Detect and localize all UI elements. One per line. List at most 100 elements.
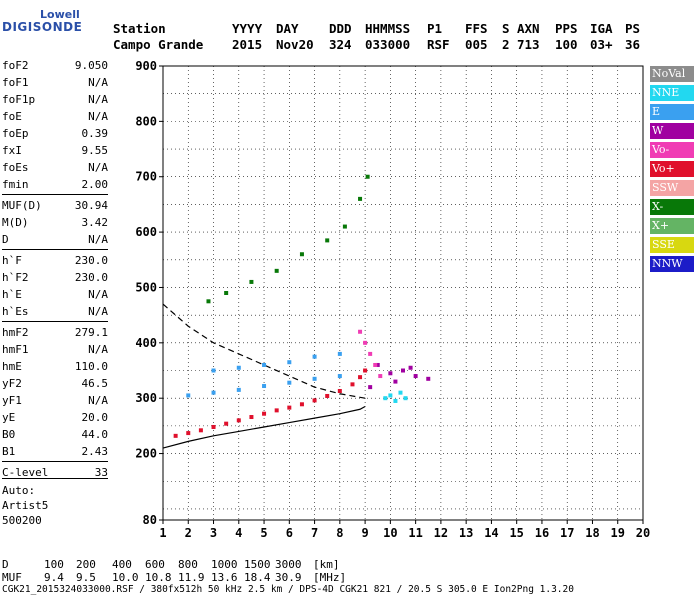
data-point-w [393,379,398,384]
param-row: foEs N/A [2,161,108,175]
param-value: 3.42 [81,216,109,229]
data-point-vo- [173,433,178,438]
row1-6: FFS [465,21,488,36]
param-row: yF2 46.5 [2,377,108,391]
data-point-vo- [363,340,368,345]
data-point-vo- [337,388,342,393]
param-value: 30.94 [74,199,108,212]
param-value: 9.050 [74,59,108,72]
data-point-x- [249,279,254,284]
x-tick-label: 13 [459,526,473,540]
x-tick-label: 7 [311,526,318,540]
row2-6: 005 [465,37,488,52]
param-row: MUF(D) 30.94 [2,199,108,213]
param-row: C-level 33 [2,466,108,480]
param-label: fmin [2,178,29,191]
param-value: N/A [88,288,108,301]
param-label: B0 [2,428,16,441]
param-row: foF1 N/A [2,76,108,90]
row2-8: 713 [517,37,540,52]
param-label: h`Es [2,305,29,318]
param-value: N/A [88,110,108,123]
param-label: foEp [2,127,29,140]
param-value: 9.55 [81,144,109,157]
row1-4: HHMMSS [365,21,411,36]
y-tick-label: 400 [135,336,157,350]
data-point-x- [224,291,229,295]
param-value: 2.43 [81,445,109,458]
data-point-x- [299,252,304,257]
param-label: h`F2 [2,271,29,284]
logo-digisonde: DIGISONDE [2,20,83,34]
legend-item: Vo+ [650,161,694,177]
row1-10: IGA [590,21,613,36]
muf-value: 11.9 [178,571,205,584]
data-point-vo- [363,368,368,373]
param-row: h`Es N/A [2,305,108,319]
x-tick-label: 5 [260,526,267,540]
param-row: h`F2 230.0 [2,271,108,285]
data-point-vo- [186,431,191,436]
param-row: B0 44.0 [2,428,108,442]
param-value: N/A [88,233,108,246]
data-point-w [388,371,393,376]
param-label: C-level [2,466,49,479]
param-row: D N/A [2,233,108,247]
param-label: yF2 [2,377,22,390]
param-label: foF1 [2,76,29,89]
param-row: foE N/A [2,110,108,124]
data-point-e [337,374,342,379]
data-point-vo- [378,374,383,379]
data-point-nne [383,396,388,401]
data-point-e [312,376,317,381]
data-point-vo- [350,382,355,387]
param-label: foF2 [2,59,29,72]
param-label: fxI [2,144,22,157]
data-point-vo- [373,362,378,367]
data-point-vo- [312,398,317,403]
param-separator [2,478,108,479]
param-row: foF2 9.050 [2,59,108,73]
param-value: 44.0 [81,428,109,441]
legend-item: X- [650,199,694,215]
x-tick-label: 10 [383,526,397,540]
x-tick-label: 4 [235,526,242,540]
param-value: N/A [88,343,108,356]
x-tick-label: 17 [560,526,574,540]
data-point-x- [358,196,363,201]
param-label: M(D) [2,216,29,229]
row1-3: DDD [329,21,352,36]
muf-value: 30.9 [275,571,302,584]
param-value: 0.39 [81,127,109,140]
param-separator [2,249,108,250]
data-point-e [236,387,241,392]
param-row: hmF1 N/A [2,343,108,357]
param-value: 279.1 [74,326,108,339]
y-tick-label: 300 [135,391,157,405]
muf-value: 10.0 [112,571,139,584]
data-point-x- [365,174,370,179]
data-point-vo- [358,329,363,334]
data-point-w [401,368,405,373]
row1-0: Station [113,21,166,36]
param-value: 110.0 [74,360,108,373]
param-separator [2,321,108,322]
auto-artist: Artist5 [2,499,49,512]
param-label: yF1 [2,394,22,407]
row1-8: AXN [517,21,540,36]
y-tick-label: 800 [135,114,157,128]
x-tick-label: 8 [336,526,343,540]
data-point-vo- [368,351,373,356]
row2-11: 36 [625,37,641,52]
muf-value: 9.5 [76,571,96,584]
legend-item: NoVal [650,66,694,82]
param-row: h`F 230.0 [2,254,108,268]
data-point-e [262,362,267,367]
x-tick-label: 14 [484,526,498,540]
param-separator [2,194,108,195]
row2-0: Campo Grande [113,37,204,52]
auto-label: Auto: [2,484,36,497]
x-tick-label: 2 [185,526,192,540]
param-value: N/A [88,161,108,174]
